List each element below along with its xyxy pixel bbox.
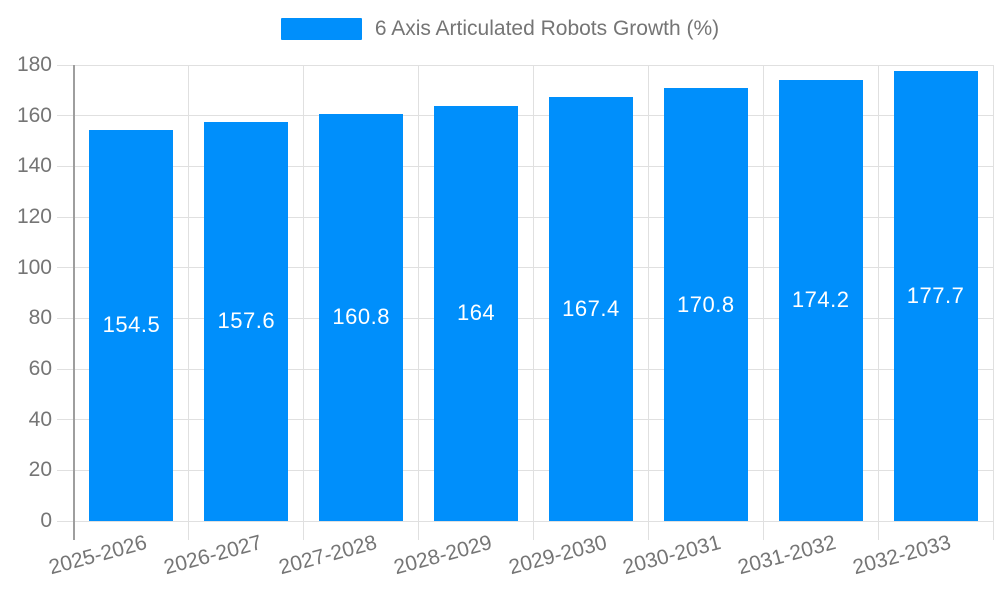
y-tick-label: 40 (28, 407, 52, 431)
legend: 6 Axis Articulated Robots Growth (%) (0, 17, 1000, 41)
y-gridline (57, 115, 993, 117)
y-tick-label: 140 (16, 154, 52, 178)
bar-value-label: 154.5 (102, 312, 161, 338)
x-tick-label: 2026-2027 (161, 531, 265, 580)
bar[interactable]: 177.7 (893, 70, 978, 521)
x-gridline (188, 65, 190, 540)
y-tick-label: 0 (40, 509, 52, 532)
x-tick-label: 2030-2031 (620, 531, 724, 580)
x-tick-label: 2029-2030 (505, 531, 609, 580)
x-gridline (992, 65, 994, 540)
y-tick-label: 180 (16, 53, 52, 76)
y-gridline (57, 368, 993, 370)
y-tick-label: 20 (28, 458, 52, 482)
x-gridline (647, 65, 649, 540)
bar-value-label: 167.4 (562, 295, 620, 321)
bar-value-label: 164 (456, 300, 496, 326)
y-tick-label: 60 (28, 357, 52, 380)
y-tick-label: 100 (16, 255, 52, 279)
x-gridline (533, 65, 534, 540)
bar[interactable]: 167.4 (548, 96, 633, 521)
bar-value-label: 160.8 (332, 304, 390, 330)
y-gridline (57, 267, 993, 269)
x-gridline (303, 65, 305, 540)
bar[interactable]: 157.6 (204, 121, 289, 521)
bar-value-label: 157.6 (217, 308, 276, 334)
y-tick-label: 160 (16, 103, 52, 127)
y-gridline (57, 520, 993, 522)
y-tick-label: 120 (16, 205, 52, 228)
legend-label: 6 Axis Articulated Robots Growth (%) (374, 17, 720, 40)
x-tick-label: 2031-2032 (735, 531, 839, 580)
y-gridline (57, 216, 993, 218)
bar-value-label: 170.8 (677, 291, 735, 317)
legend-item[interactable]: 6 Axis Articulated Robots Growth (%) (280, 17, 720, 41)
legend-swatch (280, 18, 362, 40)
x-gridline (418, 65, 420, 540)
bar[interactable]: 154.5 (89, 129, 174, 521)
y-gridline (57, 469, 993, 471)
x-tick-label: 2028-2029 (391, 531, 495, 580)
y-tick-label: 80 (28, 306, 52, 330)
bar[interactable]: 164 (434, 105, 519, 521)
bar-value-label: 177.7 (906, 282, 965, 308)
x-tick-label: 2025-2026 (46, 531, 150, 580)
y-gridline (57, 64, 993, 66)
x-tick-label: 2027-2028 (276, 531, 380, 580)
bar[interactable]: 160.8 (319, 113, 404, 521)
y-gridline (57, 317, 993, 319)
y-gridline (57, 419, 993, 421)
y-axis-line (73, 65, 75, 540)
y-gridline (57, 165, 993, 167)
x-tick-label: 2032-2033 (850, 531, 954, 580)
x-gridline (762, 65, 764, 540)
bar[interactable]: 174.2 (778, 79, 863, 521)
x-gridline (877, 65, 879, 540)
bar-value-label: 174.2 (791, 287, 850, 313)
bar[interactable]: 170.8 (663, 88, 748, 521)
